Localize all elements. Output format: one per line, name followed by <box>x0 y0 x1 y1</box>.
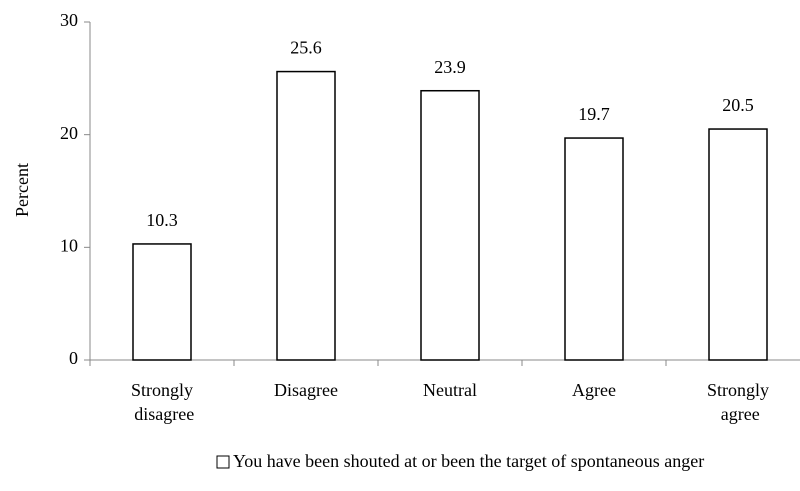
value-label: 19.7 <box>578 104 610 124</box>
y-tick-label: 0 <box>69 348 78 368</box>
bar <box>276 70 336 361</box>
legend-swatch <box>216 455 230 469</box>
y-tick-label: 30 <box>60 10 78 30</box>
y-tick-label: 20 <box>60 123 78 143</box>
value-label: 10.3 <box>146 210 178 230</box>
bar <box>708 128 768 361</box>
x-tick-label: Disagree <box>274 380 338 400</box>
y-axis-label: Percent <box>12 163 32 217</box>
value-label: 23.9 <box>434 57 466 77</box>
x-tick-label: Strongly disagree <box>130 380 194 424</box>
y-tick-label: 10 <box>60 235 78 255</box>
bar <box>132 243 192 361</box>
legend-label: You have been shouted at or been the tar… <box>233 451 704 471</box>
x-tick-label: Strongly agree <box>707 380 769 424</box>
x-tick-label: Agree <box>572 380 616 400</box>
bar <box>564 137 624 361</box>
x-tick-label: Neutral <box>423 380 477 400</box>
bar <box>420 89 480 361</box>
value-label: 25.6 <box>290 38 322 58</box>
value-label: 20.5 <box>722 95 754 115</box>
